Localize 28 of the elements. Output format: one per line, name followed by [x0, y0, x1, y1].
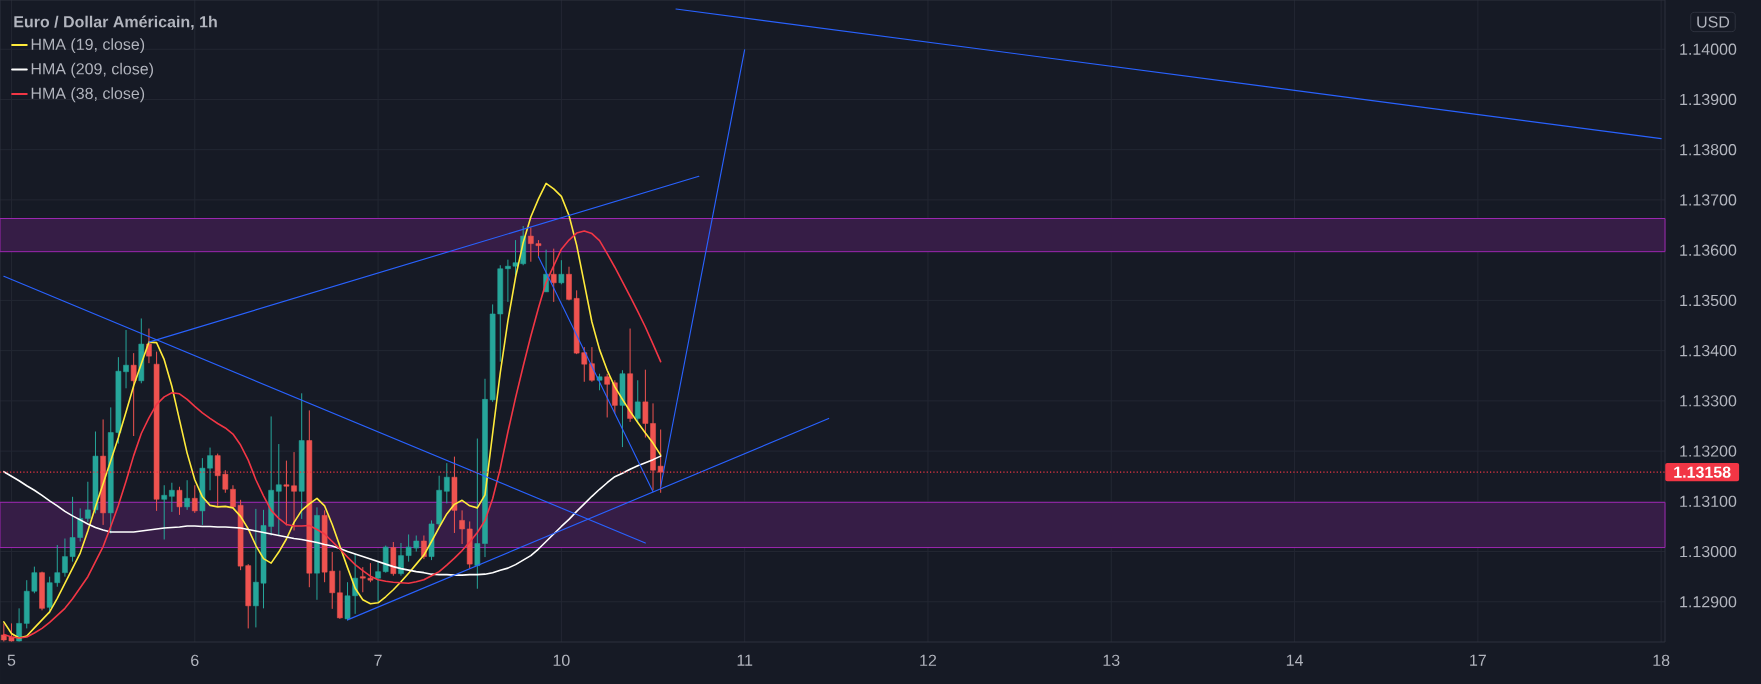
y-axis-title: USD [1697, 16, 1730, 28]
ref-line-label: 1.13158 [1674, 466, 1731, 478]
y-tick-label: 1.13100 [1680, 495, 1737, 507]
y-tick-label: 1.13500 [1680, 294, 1737, 307]
x-tick-label: 11 [737, 654, 753, 666]
y-tick-label: 1.13200 [1680, 445, 1737, 457]
y-tick-label: 1.13400 [1680, 344, 1737, 357]
y-tick-label: 1.12900 [1680, 596, 1737, 608]
legend-label: HMA (38, close) [31, 87, 145, 103]
x-tick-label: 10 [553, 654, 570, 667]
y-tick-label: 1.14000 [1680, 43, 1737, 55]
legend-label: HMA (19, close) [31, 38, 145, 54]
x-tick-label: 14 [1286, 654, 1303, 666]
legend-label: HMA (209, close) [31, 62, 153, 78]
y-tick-label: 1.13600 [1680, 244, 1737, 256]
y-tick-label: 1.13700 [1680, 194, 1737, 206]
x-tick-label: 6 [191, 654, 199, 667]
y-tick-label: 1.13000 [1680, 545, 1737, 558]
x-tick-label: 7 [374, 654, 382, 666]
x-tick-label: 18 [1653, 654, 1670, 667]
text: Euro / Dollar Américain, 1h [14, 15, 217, 30]
y-tick-label: 1.13900 [1680, 93, 1737, 106]
y-tick-label: 1.13300 [1680, 395, 1737, 407]
x-tick-label: 5 [7, 654, 16, 666]
x-tick-label: 12 [920, 654, 937, 666]
y-tick-label: 1.13800 [1680, 144, 1737, 156]
x-tick-label: 17 [1470, 654, 1486, 666]
x-tick-label: 13 [1103, 654, 1120, 667]
